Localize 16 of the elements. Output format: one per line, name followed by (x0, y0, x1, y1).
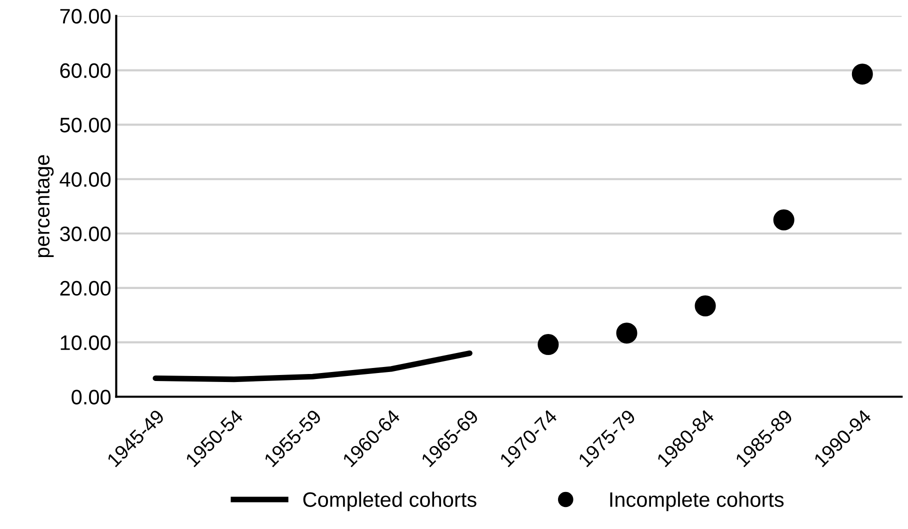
y-tick-label: 10.00 (60, 335, 111, 350)
point (694, 295, 716, 316)
legend-label: Incomplete cohorts (610, 492, 784, 512)
legend-label: Completed cohorts (303, 492, 476, 512)
y-tick-label: 30.00 (60, 226, 111, 242)
y-axis-title: percentage (36, 155, 54, 258)
point (773, 209, 794, 230)
point (616, 322, 638, 344)
y-tick-label: 20.00 (60, 280, 111, 296)
point (852, 64, 873, 85)
y-tick-label: 70.00 (60, 8, 111, 24)
point (538, 334, 559, 356)
y-tick-label: 50.00 (60, 118, 111, 132)
y-tick-label: 40.00 (60, 172, 111, 187)
y-tick-label: 0.00 (72, 390, 111, 405)
y-tick-label: 60.00 (60, 63, 111, 78)
